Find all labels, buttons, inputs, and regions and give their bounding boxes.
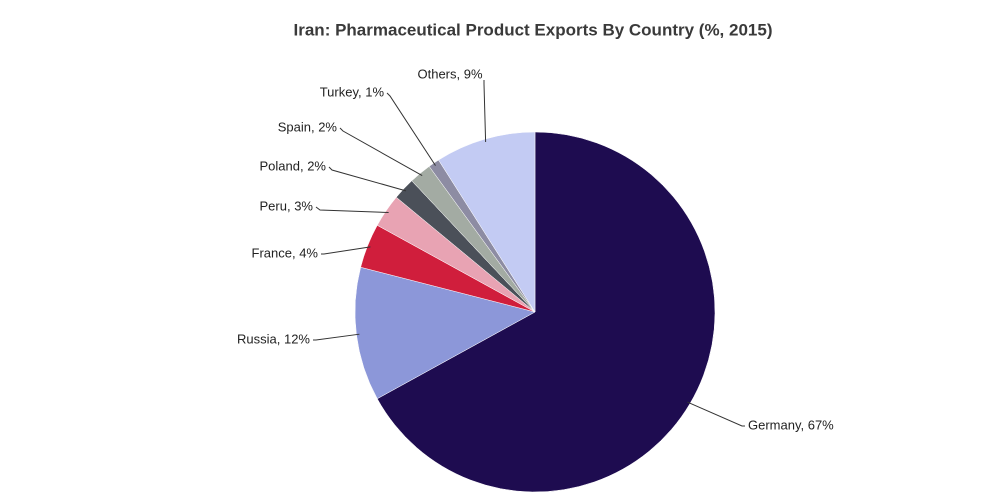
data-label: Russia, 12%: [237, 331, 310, 346]
leader-line: [386, 92, 436, 166]
pie-slice: [438, 131, 536, 313]
data-label: Poland, 2%: [260, 158, 327, 173]
data-label: Peru, 3%: [260, 198, 314, 213]
data-label: Spain, 2%: [278, 119, 338, 134]
data-label: France, 4%: [252, 245, 319, 260]
data-label: Germany, 67%: [748, 417, 834, 432]
data-label: Turkey, 1%: [320, 84, 385, 99]
leader-line: [315, 206, 389, 214]
leader-line: [321, 246, 371, 255]
chart-title: Iran: Pharmaceutical Product Exports By …: [294, 20, 773, 39]
leader-line: [483, 80, 487, 143]
data-label: Others, 9%: [417, 66, 482, 81]
leader-line: [328, 166, 407, 192]
leader-line: [313, 333, 360, 341]
leader-line: [687, 401, 745, 427]
leader-line: [339, 127, 423, 177]
